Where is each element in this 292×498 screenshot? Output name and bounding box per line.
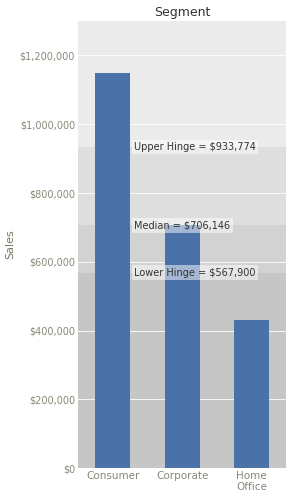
Bar	[95, 73, 130, 468]
Text: Lower Hinge = $567,900: Lower Hinge = $567,900	[134, 268, 256, 278]
Bar	[78, 147, 286, 225]
Text: Median = $706,146: Median = $706,146	[134, 220, 230, 230]
Y-axis label: Sales: Sales	[6, 230, 15, 259]
Bar	[78, 225, 286, 273]
Bar	[78, 21, 286, 147]
Bar	[165, 225, 199, 468]
Title: Segment: Segment	[154, 5, 210, 18]
Bar	[78, 273, 286, 468]
Text: Upper Hinge = $933,774: Upper Hinge = $933,774	[134, 142, 256, 152]
Bar	[234, 320, 269, 468]
